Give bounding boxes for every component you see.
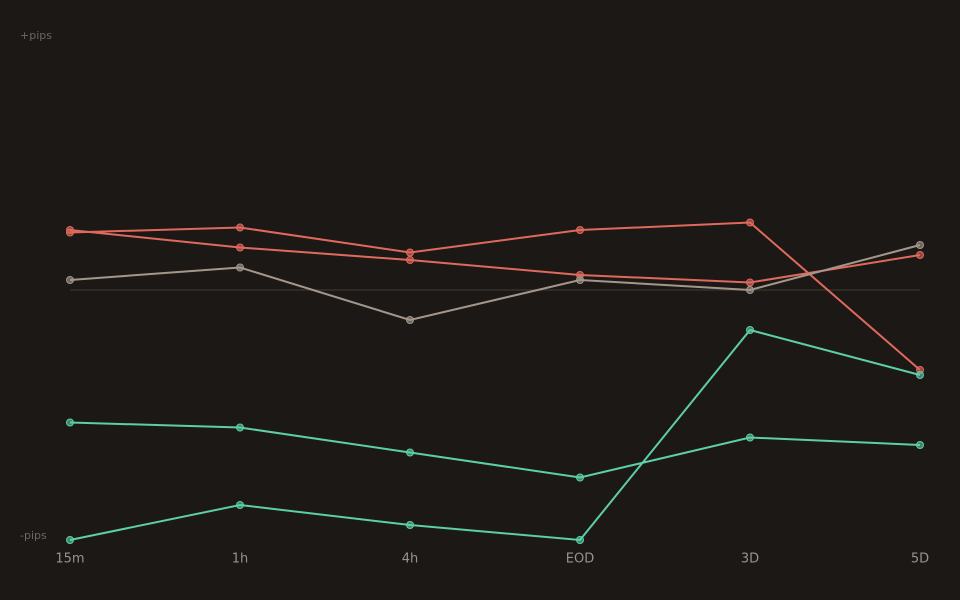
point bbox=[406, 448, 414, 457]
series-line bbox=[69, 221, 921, 371]
point bbox=[66, 536, 74, 544]
point bbox=[576, 536, 584, 544]
point bbox=[406, 256, 414, 264]
point bbox=[576, 276, 584, 284]
series-line bbox=[69, 328, 921, 542]
point bbox=[746, 286, 754, 294]
point bbox=[406, 521, 414, 529]
point bbox=[576, 226, 584, 234]
point bbox=[66, 276, 74, 284]
point bbox=[236, 223, 244, 232]
point bbox=[66, 418, 74, 427]
y-top-label: +pips bbox=[20, 29, 52, 42]
point bbox=[916, 251, 924, 259]
x-tick-label: 1h bbox=[232, 552, 249, 567]
point bbox=[916, 371, 924, 379]
series-line bbox=[69, 244, 921, 322]
point bbox=[746, 433, 754, 442]
x-tick-label: 4h bbox=[402, 552, 419, 567]
point bbox=[66, 226, 74, 234]
point bbox=[236, 243, 244, 252]
point bbox=[236, 501, 244, 509]
series-line bbox=[69, 421, 921, 479]
point bbox=[746, 278, 754, 287]
x-tick-label: EOD bbox=[566, 552, 594, 567]
y-bottom-label: -pips bbox=[20, 529, 47, 542]
x-tick-label: 5D bbox=[911, 552, 929, 567]
series-line bbox=[69, 229, 921, 284]
point bbox=[236, 263, 244, 272]
point bbox=[576, 473, 584, 482]
x-tick-label: 3D bbox=[741, 552, 759, 567]
point bbox=[236, 423, 244, 432]
point bbox=[746, 326, 754, 334]
point bbox=[916, 241, 924, 249]
x-tick-label: 15m bbox=[55, 552, 84, 567]
point bbox=[916, 441, 924, 449]
point bbox=[406, 248, 414, 257]
point bbox=[746, 218, 754, 227]
point bbox=[406, 316, 414, 324]
